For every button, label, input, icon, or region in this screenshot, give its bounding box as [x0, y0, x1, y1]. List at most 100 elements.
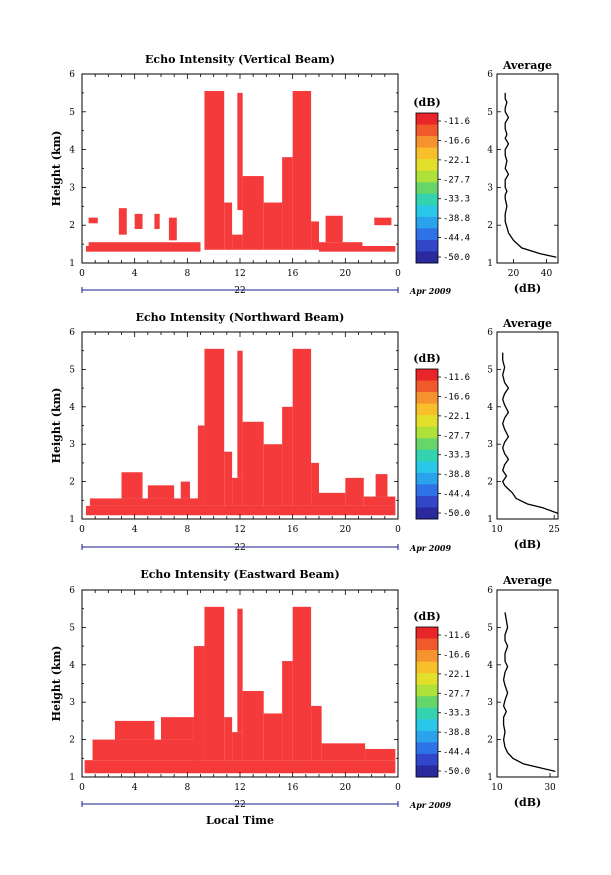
colorbar-label: -38.8: [443, 728, 470, 738]
average-y-tick-label: 6: [487, 70, 493, 80]
average-y-tick-label: 5: [487, 108, 493, 118]
echo-region: [242, 421, 264, 506]
average-y-tick-label: 3: [487, 183, 493, 193]
average-y-tick-label: 6: [487, 586, 493, 596]
echo-region: [319, 492, 346, 506]
echo-region: [204, 91, 225, 250]
echo-region: [232, 234, 243, 250]
colorbar-segment: [416, 228, 438, 241]
colorbar-segment: [416, 182, 438, 195]
average-y-tick-label: 1: [487, 773, 493, 783]
colorbar-label: -27.7: [443, 175, 470, 185]
colorbar-frame: [415, 112, 439, 264]
y-tick-label: 5: [69, 108, 75, 118]
echo-region: [161, 717, 194, 740]
echo-region: [374, 217, 392, 226]
colorbar-segment: [416, 507, 438, 520]
average-x-tick-label: 25: [548, 525, 560, 535]
colorbar-label: -50.0: [443, 253, 470, 263]
y-tick-label: 3: [69, 183, 75, 193]
echo-region: [204, 606, 225, 761]
colorbar-segment: [416, 461, 438, 474]
x-tick-label: 0: [395, 783, 401, 793]
average-y-tick-label: 3: [487, 698, 493, 708]
colorbar-segment: [416, 449, 438, 462]
colorbar-segment: [416, 438, 438, 451]
colorbar-segment: [416, 765, 438, 778]
average-y-tick-label: 4: [487, 146, 493, 156]
colorbar-segment: [416, 742, 438, 755]
colorbar-segment: [416, 472, 438, 485]
colorbar-segment: [416, 239, 438, 252]
x-tick-label: 12: [234, 525, 245, 535]
echo-region: [114, 720, 155, 740]
colorbar-segment: [416, 403, 438, 416]
colorbar-segment: [416, 369, 438, 382]
echo-region: [365, 748, 396, 761]
colorbar-label: -33.3: [443, 709, 470, 719]
colorbar-label: -11.6: [443, 631, 470, 641]
y-tick-label: 1: [69, 515, 75, 525]
echo-region: [263, 202, 283, 250]
colorbar-label: -22.1: [443, 670, 470, 680]
echo-region: [363, 496, 396, 506]
y-tick-label: 1: [69, 773, 75, 783]
echo-region: [263, 713, 283, 761]
colorbar-segment: [416, 415, 438, 428]
echo-region: [282, 661, 293, 761]
colorbar-label: -38.8: [443, 470, 470, 480]
echo-region: [237, 350, 243, 478]
average-x-tick-label: 10: [491, 783, 503, 793]
echo-region: [154, 213, 160, 229]
heatmap-title: Echo Intensity (Vertical Beam): [145, 53, 335, 66]
colorbar-frame: [415, 368, 439, 520]
average-x-tick-label: 10: [491, 525, 503, 535]
heatmap-title: Echo Intensity (Eastward Beam): [140, 568, 339, 581]
average-y-tick-label: 2: [487, 736, 493, 746]
average-x-label: (dB): [514, 282, 541, 295]
colorbar-segment: [416, 251, 438, 264]
y-tick-label: 6: [69, 586, 75, 596]
colorbar-label: -16.6: [443, 650, 470, 660]
x-tick-label: 20: [340, 525, 352, 535]
echo-region: [345, 477, 364, 506]
y-tick-label: 1: [69, 259, 75, 269]
x-tick-label: 16: [287, 269, 299, 279]
echo-region: [224, 717, 233, 761]
x-tick-label: 20: [340, 783, 352, 793]
y-tick-label: 4: [69, 146, 75, 156]
y-axis-label: Height (km): [50, 131, 63, 207]
y-tick-label: 2: [69, 736, 75, 746]
echo-region: [88, 217, 98, 224]
colorbar-unit: (dB): [413, 96, 440, 109]
average-y-tick-label: 1: [487, 259, 493, 269]
echo-region: [321, 743, 366, 761]
x-tick-label: 0: [395, 269, 401, 279]
average-frame: [496, 331, 559, 520]
echo-region: [362, 245, 396, 252]
echo-region: [292, 606, 312, 761]
colorbar-segment: [416, 661, 438, 674]
echo-region: [118, 208, 127, 235]
colorbar-segment: [416, 205, 438, 218]
echo-region: [85, 245, 201, 252]
date-day-label: 22: [234, 543, 245, 553]
echo-region: [242, 690, 264, 761]
average-x-tick-label: 40: [541, 269, 553, 279]
colorbar-unit: (dB): [413, 352, 440, 365]
echo-region: [311, 462, 319, 506]
y-tick-label: 6: [69, 328, 75, 338]
average-x-label: (dB): [514, 796, 541, 809]
colorbar-unit: (dB): [413, 610, 440, 623]
colorbar-label: -44.4: [443, 490, 470, 500]
x-tick-label: 12: [234, 269, 245, 279]
x-tick-label: 16: [287, 783, 299, 793]
x-tick-label: 4: [132, 269, 138, 279]
echo-region: [311, 221, 319, 250]
echo-region: [282, 157, 293, 250]
colorbar-segment: [416, 673, 438, 686]
average-x-tick-label: 30: [544, 783, 556, 793]
colorbar-segment: [416, 638, 438, 651]
colorbar-segment: [416, 730, 438, 743]
